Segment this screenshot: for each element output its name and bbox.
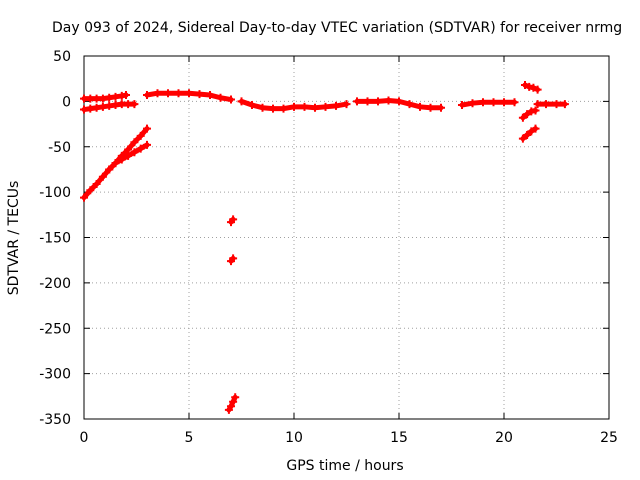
series-midday-arc — [143, 89, 235, 104]
x-axis-label: GPS time / hours — [286, 458, 403, 474]
y-tick-label: 50 — [53, 49, 71, 65]
series-late-arc — [458, 98, 519, 110]
y-tick-label: -350 — [39, 412, 71, 428]
x-tick-label: 0 — [80, 430, 89, 446]
series-late-branch-low — [518, 124, 540, 143]
series-outlier-group-3 — [224, 393, 240, 414]
y-tick-label: -100 — [39, 185, 71, 201]
point-cluster — [138, 142, 150, 152]
series-outlier-group-1 — [227, 215, 238, 227]
x-tick-label: 20 — [495, 430, 513, 446]
series-dip-arc — [237, 97, 351, 113]
y-tick-label: -200 — [39, 276, 71, 292]
point-cluster — [528, 126, 538, 134]
point-cluster — [138, 126, 150, 139]
series-late-branch-mid — [518, 106, 540, 122]
y-axis: 50 0 -50 -100 -150 -200 -250 -300 -350 — [39, 49, 609, 428]
series-rising-arc-b — [105, 140, 151, 174]
x-tick-label: 5 — [185, 430, 194, 446]
series-flat-arc — [353, 96, 445, 112]
y-tick-label: -150 — [39, 231, 71, 247]
y-tick-label: -50 — [48, 140, 71, 156]
point-cluster — [119, 92, 129, 99]
point-cluster — [333, 101, 349, 109]
series-early-arc-low — [80, 100, 139, 114]
point-cluster — [528, 107, 538, 114]
series-early-arc-flat — [80, 91, 130, 103]
point-cluster — [228, 255, 236, 264]
data-points — [80, 81, 569, 414]
point-cluster — [230, 394, 238, 405]
chart-title: Day 093 of 2024, Sidereal Day-to-day VTE… — [52, 20, 622, 36]
point-cluster — [530, 85, 541, 93]
x-tick-label: 15 — [390, 430, 408, 446]
y-tick-label: 0 — [62, 94, 71, 110]
y-tick-label: -300 — [39, 367, 71, 383]
x-tick-label: 10 — [285, 430, 303, 446]
point-cluster — [218, 95, 234, 103]
point-cluster — [228, 216, 236, 225]
y-axis-label: SDTVAR / TECUs — [6, 181, 22, 296]
grid-lines — [84, 56, 609, 419]
x-tick-label: 25 — [600, 430, 618, 446]
series-late-branch-high — [521, 81, 542, 94]
series-end-points — [533, 100, 569, 109]
y-tick-label: -250 — [39, 321, 71, 337]
x-axis: 0 5 10 15 20 25 — [80, 56, 618, 446]
series-outlier-group-2 — [227, 254, 238, 266]
